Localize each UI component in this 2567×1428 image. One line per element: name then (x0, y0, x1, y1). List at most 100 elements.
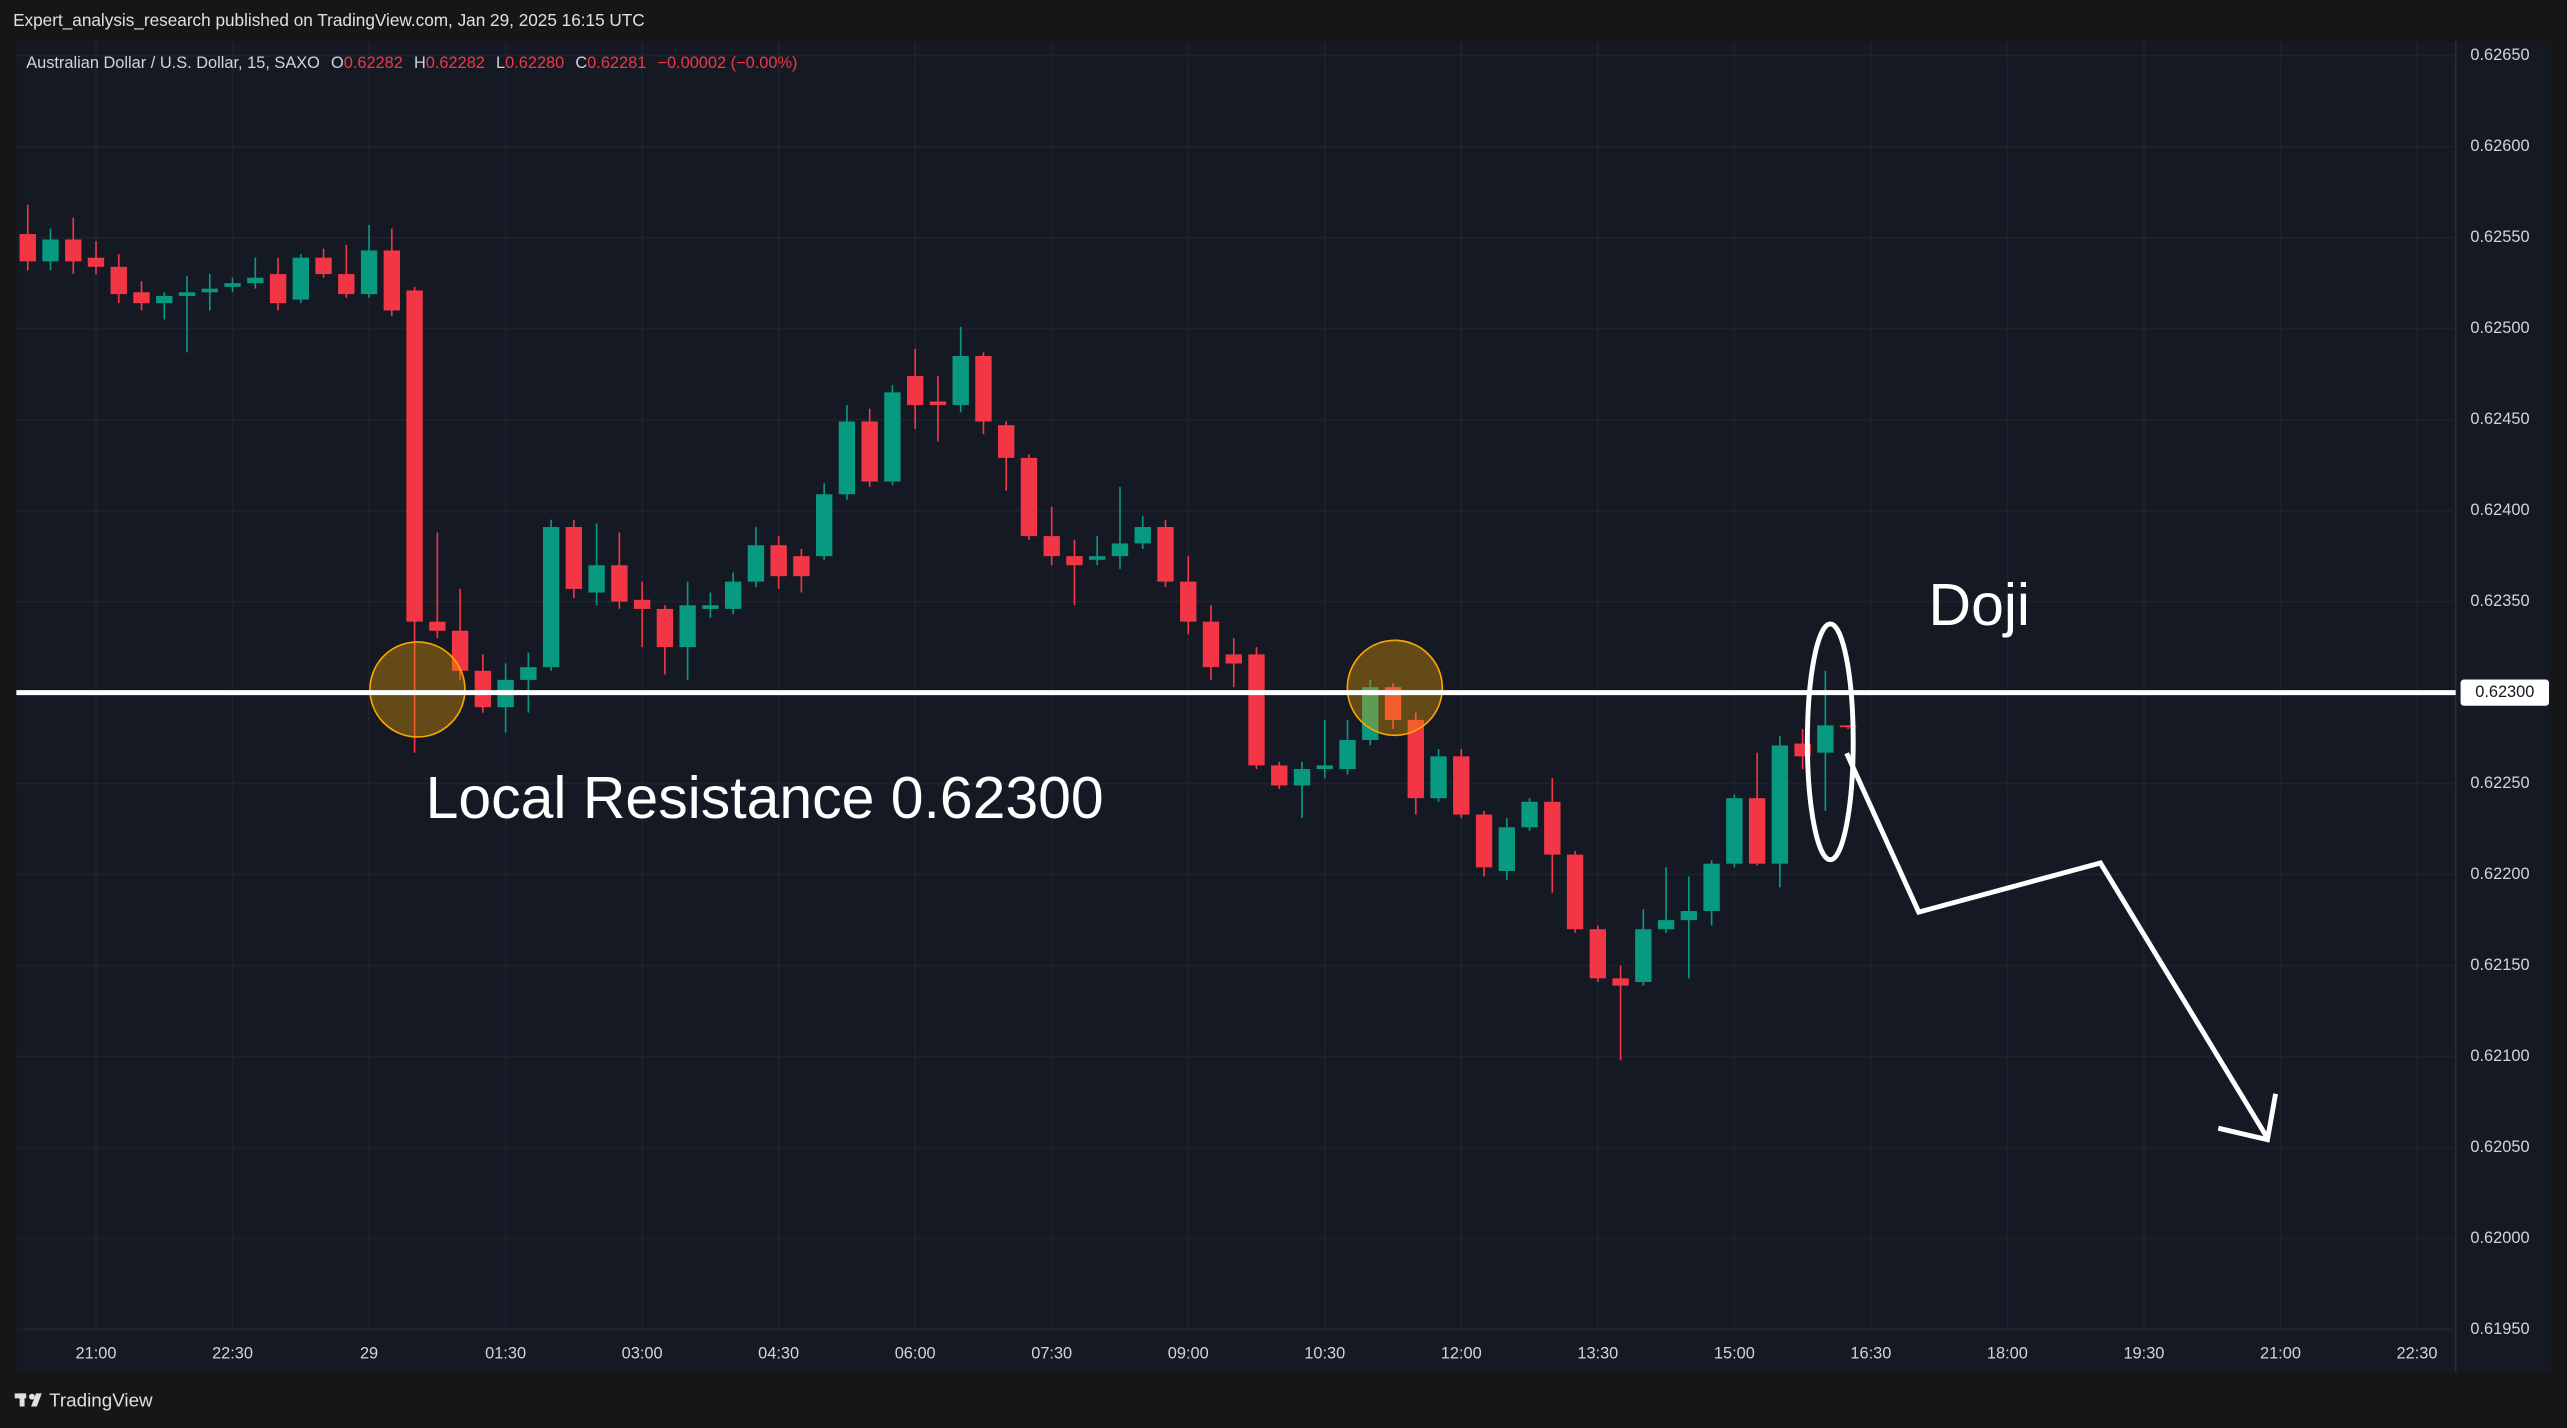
candle-body (747, 545, 765, 582)
ohlc-label: C (575, 54, 587, 72)
candle-body (793, 556, 810, 577)
candle-body (1453, 756, 1470, 815)
candle-body (542, 527, 560, 668)
candle-body (1111, 543, 1129, 557)
candle-body (1771, 745, 1789, 864)
y-tick-label: 0.62550 (2470, 228, 2529, 246)
annotation-text: Doji (1929, 573, 2031, 638)
candles (19, 204, 1857, 1061)
grid (16, 41, 2456, 1331)
candle-body (1544, 801, 1561, 855)
candle-body (429, 621, 446, 631)
candle-body (383, 250, 401, 311)
candle-body (87, 257, 105, 267)
candle-body (1293, 769, 1311, 786)
candle-body (1362, 687, 1379, 740)
candle-body (633, 599, 651, 609)
x-tick-label: 03:00 (622, 1344, 663, 1362)
ohlc-label: O (331, 54, 344, 72)
change: −0.00002 (−0.00%) (657, 54, 797, 72)
candle-body (1521, 801, 1538, 828)
x-tick-label: 18:00 (1987, 1344, 2028, 1362)
y-tick-label: 0.62150 (2470, 956, 2529, 974)
candle-body (247, 277, 264, 284)
x-tick-label: 01:30 (485, 1344, 526, 1362)
candle-body (474, 670, 492, 708)
candle-body (952, 355, 969, 406)
x-tick-label: 13:30 (1577, 1344, 1618, 1362)
annotations: Local Resistance 0.62300 Doji (16, 573, 2456, 1143)
candle-body (19, 234, 36, 262)
x-tick-label: 21:00 (76, 1344, 117, 1362)
x-tick-label: 09:00 (1168, 1344, 1209, 1362)
footer-brand: TradingView (49, 1390, 153, 1411)
candle-body (906, 375, 924, 406)
candle-body (1089, 556, 1106, 560)
candle-body (1657, 920, 1675, 930)
candle-body (224, 283, 241, 287)
candle-body (1475, 814, 1493, 868)
candle-body (975, 355, 992, 422)
ohlc-value: 0.62280 (505, 54, 564, 72)
candle-body (42, 239, 59, 262)
candle-body (1271, 765, 1288, 786)
x-tick-label: 04:30 (758, 1344, 799, 1362)
y-tick-label: 0.62000 (2470, 1229, 2529, 1247)
candle-body (1839, 725, 1857, 728)
candle-body (1726, 798, 1743, 864)
legend-header: Australian Dollar / U.S. Dollar, 15, SAX… (26, 54, 797, 72)
y-tick-label: 0.62500 (2470, 319, 2529, 337)
candle-body (133, 292, 150, 304)
candle-body (884, 392, 901, 482)
candle-body (611, 565, 628, 602)
footer-bar (0, 1375, 2567, 1428)
doji-ellipse (1804, 621, 1856, 863)
candle-body (929, 401, 947, 406)
candle-body (1612, 978, 1629, 986)
price-label: 0.62300 (2475, 683, 2534, 701)
candle-body (1180, 581, 1197, 622)
x-tick-label: 12:00 (1441, 1344, 1482, 1362)
logo-part (19, 1393, 25, 1407)
ohlc-value: 0.62281 (587, 54, 646, 72)
x-tick-label: 21:00 (2260, 1344, 2301, 1362)
arrow-path (1844, 752, 2270, 1140)
ohlc-label: L (496, 54, 505, 72)
y-tick-label: 0.62600 (2470, 137, 2529, 155)
x-tick-label: 15:00 (1714, 1344, 1755, 1362)
candle-body (998, 425, 1015, 458)
candle-body (656, 608, 674, 648)
candle-body (1225, 654, 1242, 664)
x-tick-label: 19:30 (2123, 1344, 2164, 1362)
candle-body (1817, 725, 1834, 753)
candle-body (1339, 739, 1356, 770)
logo (14, 1393, 42, 1407)
candle-body (65, 239, 82, 262)
candle-body (702, 605, 719, 609)
ohlc-value: 0.62282 (344, 54, 403, 72)
candle-body (178, 292, 196, 296)
candle-body (838, 421, 856, 495)
candle-body (1407, 719, 1424, 799)
candle-body (156, 295, 173, 304)
y-tick-label: 0.62650 (2470, 46, 2529, 64)
price-label-box (2460, 679, 2549, 706)
x-tick-label: 16:30 (1850, 1344, 1891, 1362)
candle-body (292, 257, 309, 300)
candle-body (565, 527, 583, 589)
candle-body (269, 274, 287, 304)
candle-body (1020, 457, 1038, 537)
candle-body (1316, 765, 1333, 770)
x-tick-label: 07:30 (1031, 1344, 1072, 1362)
candle-body (1498, 827, 1515, 871)
candle-body (1202, 621, 1220, 668)
candle-body (110, 266, 127, 295)
plot-background (16, 41, 2551, 1373)
candle-body (406, 290, 423, 622)
candle-body (770, 545, 787, 577)
logo-part (28, 1393, 35, 1400)
y-tick-label: 0.62350 (2470, 592, 2529, 610)
candle-body (1635, 929, 1652, 982)
